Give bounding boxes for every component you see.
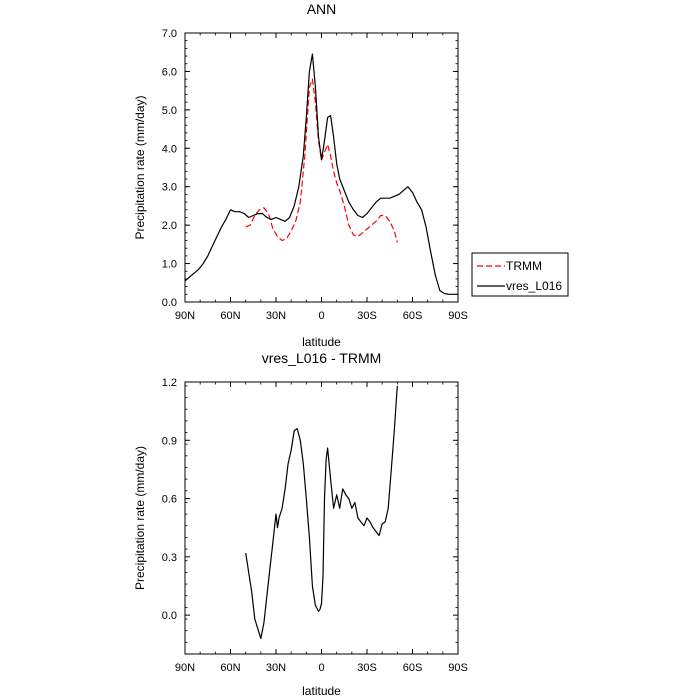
bottom-x-ticks: 90N 60N 30N 0 30S 60S 90S — [175, 382, 468, 674]
bottom-y-tick-label: 0.0 — [162, 610, 177, 622]
legend-box — [471, 252, 569, 297]
top-y-tick-label: 7.0 — [162, 28, 177, 40]
top-y-tick-label: 5.0 — [162, 105, 177, 117]
top-series-trmm — [245, 78, 398, 243]
top-y-tick-label: 2.0 — [162, 220, 177, 232]
bottom-x-tick-label: 30S — [357, 662, 377, 674]
top-x-axis-label: latitude — [302, 335, 341, 349]
bottom-x-tick-label: 0 — [318, 662, 324, 674]
legend-label-trmm: TRMM — [506, 259, 542, 273]
top-series-vres-l016 — [184, 53, 458, 295]
top-x-tick-label: 90N — [175, 310, 195, 322]
bottom-y-axis-label: Precipitation rate (mm/day) — [133, 446, 147, 590]
bottom-y-tick-label: 0.9 — [162, 435, 177, 447]
bottom-plot-frame — [184, 381, 459, 655]
bottom-series — [245, 385, 398, 640]
top-y-tick-label: 6.0 — [162, 66, 177, 78]
bottom-x-tick-label: 90N — [175, 662, 195, 674]
bottom-series-vres-l016-trmm — [245, 385, 398, 640]
top-x-ticks: 90N 60N 30N 0 30S 60S 90S — [175, 33, 468, 322]
top-x-tick-label: 0 — [318, 310, 324, 322]
top-x-tick-label: 30N — [266, 310, 286, 322]
bottom-x-axis-label: latitude — [302, 684, 341, 698]
top-y-axis-label: Precipitation rate (mm/day) — [133, 95, 147, 239]
bottom-y-tick-label: 0.6 — [162, 494, 177, 506]
top-y-tick-label: 0.0 — [162, 297, 177, 309]
top-x-tick-label: 60S — [403, 310, 423, 322]
top-x-tick-label: 60N — [220, 310, 240, 322]
top-y-ticks: 0.0 1.0 2.0 3.0 4.0 5.0 6.0 7.0 — [162, 28, 458, 309]
legend: TRMM vres_L016 — [471, 252, 569, 297]
bottom-panel: vres_L016 - TRMM 0.0 0.3 0.6 0.9 1.2 90N 60N 3… — [133, 350, 468, 698]
top-y-tick-label: 1.0 — [162, 259, 177, 271]
bottom-x-tick-label: 60N — [220, 662, 240, 674]
bottom-y-ticks: 0.0 0.3 0.6 0.9 1.2 — [162, 377, 458, 655]
top-y-tick-label: 3.0 — [162, 182, 177, 194]
bottom-chart-title: vres_L016 - TRMM — [262, 350, 382, 366]
top-x-tick-label: 90S — [448, 310, 468, 322]
bottom-x-tick-label: 30N — [266, 662, 286, 674]
bottom-x-tick-label: 90S — [448, 662, 468, 674]
top-panel: ANN 0.0 1.0 2.0 3.0 4.0 5.0 6.0 7.0 90N 60N 30N 0 3… — [133, 1, 569, 349]
top-x-tick-label: 30S — [357, 310, 377, 322]
bottom-y-tick-label: 1.2 — [162, 377, 177, 389]
legend-label-vres-l016: vres_L016 — [506, 279, 562, 293]
top-series — [184, 53, 458, 295]
top-chart-title: ANN — [307, 1, 337, 17]
bottom-y-tick-label: 0.3 — [162, 552, 177, 564]
top-y-tick-label: 4.0 — [162, 143, 177, 155]
top-plot-frame — [184, 32, 459, 303]
bottom-x-tick-label: 60S — [403, 662, 423, 674]
